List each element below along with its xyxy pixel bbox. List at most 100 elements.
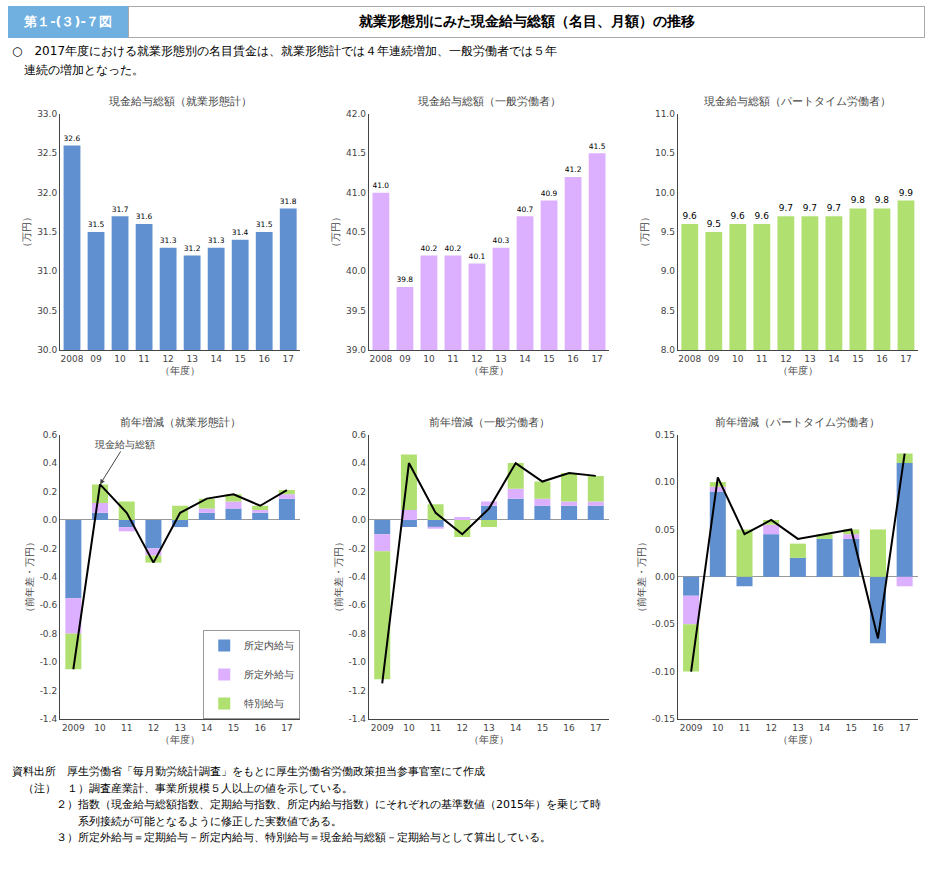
svg-text:09: 09	[399, 354, 411, 364]
svg-text:41.5: 41.5	[589, 142, 606, 151]
svg-text:30.0: 30.0	[37, 345, 57, 355]
svg-text:9.5: 9.5	[661, 227, 675, 237]
svg-text:所定外給与: 所定外給与	[244, 669, 294, 680]
svg-text:17: 17	[283, 354, 294, 364]
svg-text:（年度）: （年度）	[160, 365, 200, 376]
svg-text:0.2: 0.2	[352, 487, 366, 497]
svg-text:41.0: 41.0	[346, 188, 366, 198]
svg-text:14: 14	[519, 354, 531, 364]
svg-text:-0.8: -0.8	[40, 629, 58, 639]
svg-text:10: 10	[114, 354, 126, 364]
svg-text:11: 11	[138, 354, 149, 364]
svg-text:40.5: 40.5	[346, 227, 366, 237]
svg-text:2009: 2009	[680, 723, 703, 733]
svg-text:（万円）: （万円）	[639, 212, 650, 252]
svg-text:31.7: 31.7	[112, 205, 129, 214]
svg-text:42.0: 42.0	[346, 109, 366, 119]
svg-text:10.5: 10.5	[655, 148, 675, 158]
svg-text:（年度）: （年度）	[160, 734, 200, 745]
svg-text:31.6: 31.6	[136, 212, 153, 221]
svg-text:17: 17	[899, 723, 910, 733]
svg-text:12: 12	[471, 354, 482, 364]
svg-text:40.7: 40.7	[517, 205, 534, 214]
svg-text:12: 12	[162, 354, 173, 364]
svg-text:9.7: 9.7	[827, 203, 841, 213]
svg-text:10: 10	[732, 354, 744, 364]
svg-text:現金給与総額（一般労働者）: 現金給与総額（一般労働者）	[418, 95, 561, 108]
svg-text:31.2: 31.2	[184, 244, 201, 253]
svg-text:31.0: 31.0	[37, 266, 57, 276]
svg-text:39.0: 39.0	[346, 345, 366, 355]
svg-text:17: 17	[281, 723, 292, 733]
svg-text:現金給与総額: 現金給与総額	[95, 439, 155, 450]
svg-text:-1.4: -1.4	[349, 714, 367, 724]
svg-text:9.6: 9.6	[731, 211, 746, 221]
svg-text:（前年差・万円）: （前年差・万円）	[333, 537, 344, 617]
svg-text:10.0: 10.0	[655, 188, 675, 198]
svg-text:前年増減（パートタイム労働者）: 前年増減（パートタイム労働者）	[715, 416, 880, 429]
svg-text:09: 09	[90, 354, 102, 364]
svg-text:（万円）: （万円）	[330, 212, 341, 252]
svg-text:（万円）: （万円）	[21, 212, 32, 252]
svg-text:15: 15	[228, 723, 239, 733]
svg-text:31.8: 31.8	[280, 197, 297, 206]
svg-text:0.00: 0.00	[655, 572, 675, 582]
svg-text:-0.2: -0.2	[40, 544, 58, 554]
svg-text:10: 10	[423, 354, 435, 364]
svg-text:-1.4: -1.4	[40, 714, 58, 724]
svg-text:所定内給与: 所定内給与	[244, 640, 294, 651]
svg-text:前年増減（一般労働者）: 前年増減（一般労働者）	[429, 416, 550, 429]
svg-text:11.0: 11.0	[655, 109, 675, 119]
svg-text:33.0: 33.0	[37, 109, 57, 119]
svg-text:11: 11	[430, 723, 441, 733]
svg-text:12: 12	[148, 723, 159, 733]
svg-text:0.4: 0.4	[352, 458, 367, 468]
svg-text:40.9: 40.9	[541, 189, 558, 198]
svg-text:41.2: 41.2	[565, 165, 582, 174]
svg-text:40.0: 40.0	[346, 266, 366, 276]
svg-text:-1.0: -1.0	[40, 657, 58, 667]
svg-text:40.2: 40.2	[421, 244, 438, 253]
svg-text:（前年差・万円）: （前年差・万円）	[24, 537, 35, 617]
svg-text:（年度）: （年度）	[469, 734, 509, 745]
svg-text:9.8: 9.8	[851, 195, 866, 205]
svg-text:15: 15	[846, 723, 857, 733]
svg-text:15: 15	[852, 354, 863, 364]
svg-text:14: 14	[819, 723, 831, 733]
svg-text:17: 17	[590, 723, 601, 733]
svg-text:32.6: 32.6	[64, 134, 81, 143]
svg-text:2009: 2009	[62, 723, 85, 733]
svg-text:現金給与総額（就業形態計）: 現金給与総額（就業形態計）	[109, 95, 252, 108]
svg-text:10: 10	[94, 723, 106, 733]
svg-text:-1.2: -1.2	[40, 686, 58, 696]
svg-text:16: 16	[567, 354, 579, 364]
svg-text:16: 16	[254, 723, 266, 733]
svg-text:13: 13	[495, 354, 506, 364]
svg-text:-0.6: -0.6	[349, 600, 367, 610]
svg-text:0.4: 0.4	[43, 458, 58, 468]
svg-text:41.0: 41.0	[372, 181, 389, 190]
svg-text:8.0: 8.0	[661, 345, 676, 355]
svg-text:09: 09	[708, 354, 720, 364]
svg-text:11: 11	[756, 354, 767, 364]
svg-text:15: 15	[234, 354, 245, 364]
svg-text:15: 15	[537, 723, 548, 733]
svg-text:9.9: 9.9	[899, 188, 914, 198]
svg-text:15: 15	[543, 354, 554, 364]
svg-text:-0.4: -0.4	[40, 572, 58, 582]
svg-text:-0.05: -0.05	[652, 619, 675, 629]
svg-text:-0.8: -0.8	[349, 629, 367, 639]
svg-text:31.5: 31.5	[37, 227, 57, 237]
svg-text:14: 14	[201, 723, 213, 733]
svg-text:32.5: 32.5	[37, 148, 57, 158]
svg-text:2008: 2008	[369, 354, 392, 364]
svg-text:31.3: 31.3	[208, 236, 225, 245]
svg-text:-0.15: -0.15	[652, 714, 675, 724]
svg-text:16: 16	[258, 354, 270, 364]
svg-text:11: 11	[447, 354, 458, 364]
svg-text:10: 10	[712, 723, 724, 733]
svg-text:40.1: 40.1	[469, 252, 486, 261]
svg-text:14: 14	[210, 354, 222, 364]
svg-text:13: 13	[792, 723, 803, 733]
svg-text:17: 17	[591, 354, 602, 364]
